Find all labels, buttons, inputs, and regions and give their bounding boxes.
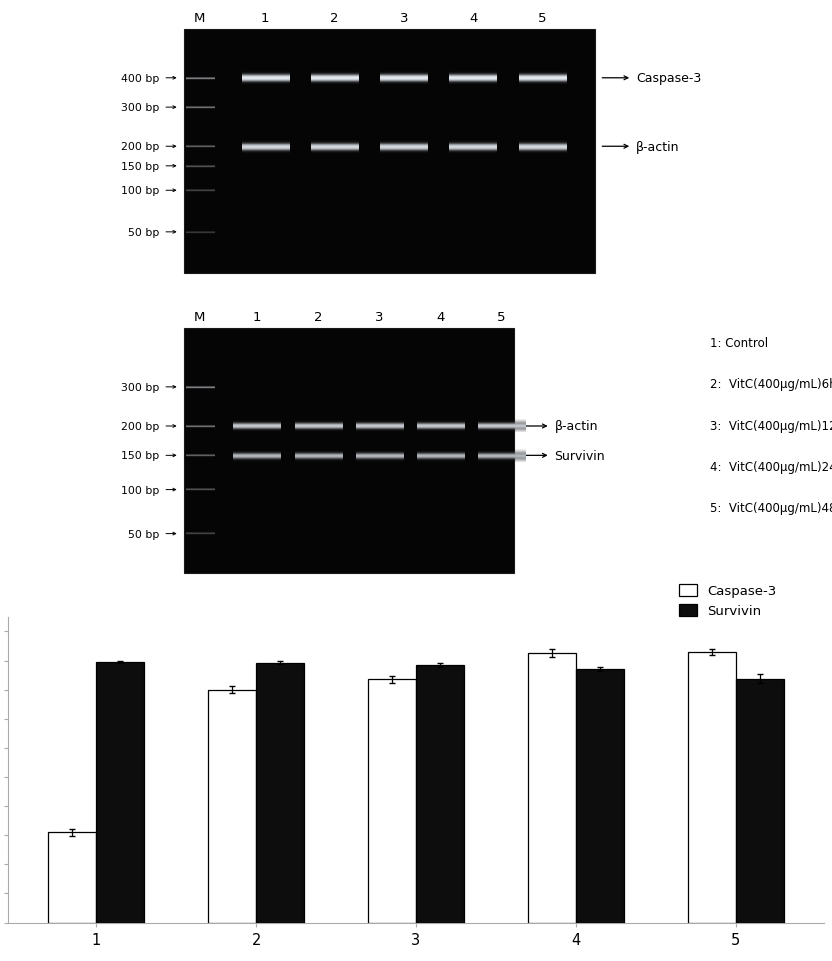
Text: M: M <box>194 310 206 324</box>
Bar <box>184 329 514 573</box>
Bar <box>688 653 735 923</box>
Text: 3: 3 <box>375 310 384 324</box>
Text: 200 bp: 200 bp <box>121 422 159 431</box>
Text: 400 bp: 400 bp <box>121 74 159 84</box>
Bar <box>416 666 464 923</box>
Text: Caspase-3: Caspase-3 <box>636 72 701 86</box>
Text: 4: 4 <box>469 12 478 25</box>
Bar <box>48 832 97 923</box>
Text: 3: 3 <box>399 12 408 25</box>
Bar <box>528 653 576 923</box>
Text: 4: 4 <box>436 310 444 324</box>
Text: 2: 2 <box>314 310 323 324</box>
Bar <box>368 679 416 923</box>
Bar <box>735 678 784 923</box>
Bar <box>184 30 596 274</box>
Text: 5:  VitC(400μg/mL)48h: 5: VitC(400μg/mL)48h <box>710 502 832 514</box>
Bar <box>208 690 256 923</box>
Text: 5: 5 <box>498 310 506 324</box>
Text: Survivin: Survivin <box>555 450 605 462</box>
Text: 1: 1 <box>253 310 261 324</box>
Text: 3:  VitC(400μg/mL)12h: 3: VitC(400μg/mL)12h <box>710 419 832 432</box>
Text: 4:  VitC(400μg/mL)24h: 4: VitC(400μg/mL)24h <box>710 460 832 473</box>
Text: 50 bp: 50 bp <box>128 228 159 237</box>
Bar <box>576 669 624 923</box>
Text: 1: 1 <box>261 12 270 25</box>
Bar <box>256 663 304 923</box>
Text: 50 bp: 50 bp <box>128 530 159 539</box>
Text: 100 bp: 100 bp <box>121 485 159 495</box>
Text: 100 bp: 100 bp <box>121 186 159 196</box>
Legend: Caspase-3, Survivin: Caspase-3, Survivin <box>680 584 776 618</box>
Text: 2: 2 <box>330 12 339 25</box>
Text: 200 bp: 200 bp <box>121 142 159 152</box>
Text: 150 bp: 150 bp <box>121 451 159 461</box>
Text: 1: Control: 1: Control <box>710 336 768 350</box>
Text: β-actin: β-actin <box>555 420 598 433</box>
Text: β-actin: β-actin <box>636 140 680 154</box>
Bar <box>97 662 144 923</box>
Text: 300 bp: 300 bp <box>121 382 159 392</box>
Text: M: M <box>194 12 206 25</box>
Text: 150 bp: 150 bp <box>121 161 159 172</box>
Text: 5: 5 <box>538 12 547 25</box>
Text: 2:  VitC(400μg/mL)6h: 2: VitC(400μg/mL)6h <box>710 378 832 391</box>
Text: 300 bp: 300 bp <box>121 103 159 113</box>
